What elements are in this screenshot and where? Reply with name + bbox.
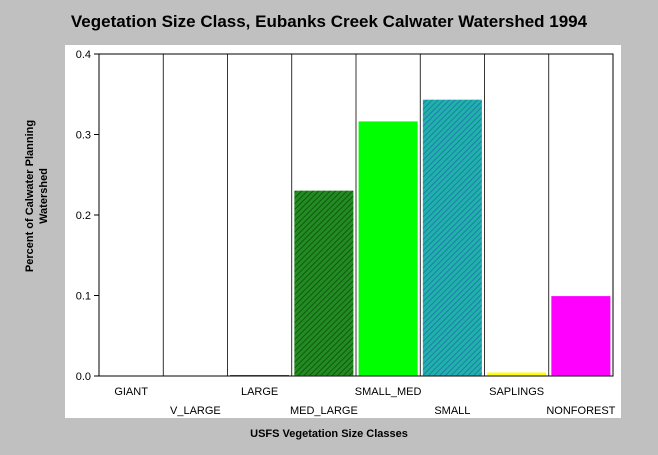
y-tick-label: 0.4 <box>76 49 91 61</box>
bars <box>228 98 612 377</box>
x-tick-label-small-med: SMALL_MED <box>355 386 422 398</box>
y-tick-label: 0.3 <box>76 130 91 142</box>
chart-title: Vegetation Size Class, Eubanks Creek Cal… <box>70 12 588 31</box>
x-axis-label: USFS Vegetation Size Classes <box>250 428 408 440</box>
bar-saplings <box>485 371 548 377</box>
plot-frame <box>98 53 614 377</box>
x-tick-label-giant: GIANT <box>114 386 148 398</box>
x-tick-label-small: SMALL <box>434 405 470 417</box>
x-tick-label-v-large: V_LARGE <box>170 405 221 417</box>
x-tick-label-saplings: SAPLINGS <box>489 386 544 398</box>
x-tick-label-nonforest: NONFOREST <box>546 405 615 417</box>
bar-med-large <box>293 189 355 377</box>
x-axis: GIANT V_LARGE LARGE MED_LARGE SMALL_MED SMALL… <box>114 386 615 417</box>
bar-small-med <box>357 120 419 377</box>
bar-nonforest <box>550 294 612 377</box>
y-axis: 0.0 0.1 0.2 0.3 0.4 <box>76 49 99 383</box>
bar-small <box>421 98 484 377</box>
y-tick-label: 0.2 <box>76 210 91 222</box>
y-tick-label: 0.1 <box>76 291 91 303</box>
grid-lines <box>162 54 550 376</box>
x-tick-label-med-large: MED_LARGE <box>290 405 358 417</box>
x-tick-label-large: LARGE <box>241 386 278 398</box>
y-tick-label: 0.0 <box>76 371 91 383</box>
